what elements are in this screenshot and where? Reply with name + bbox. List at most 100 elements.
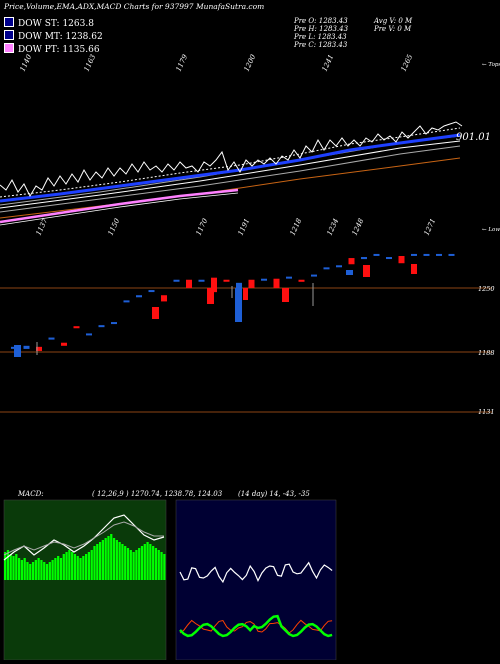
candle (311, 274, 317, 277)
candle (436, 253, 442, 256)
macd-hist-bar (101, 540, 104, 580)
macd-hist-bar (82, 556, 85, 580)
ema-white-line-1 (0, 140, 461, 209)
macd-hist-bar (76, 556, 79, 580)
top-tick-label: 1241 (321, 53, 336, 73)
ohlc-pre-high: Pre H: 1283.43 (294, 25, 349, 33)
macd-hist-bar (62, 554, 65, 580)
macd-hist-bar (146, 542, 149, 580)
candle (86, 333, 92, 336)
candle (411, 264, 417, 274)
macd-hist-bar (98, 542, 102, 580)
macd-hist-bar (126, 548, 130, 580)
macd-hist-bar (43, 562, 46, 580)
macd-hist-bar (85, 554, 88, 580)
top-tick-label: 1163 (83, 53, 98, 73)
candle (398, 256, 405, 264)
macd-hist-bar (90, 550, 93, 580)
candle (323, 267, 330, 270)
candle (14, 345, 21, 357)
candle (198, 279, 205, 282)
last-value-label: 901.01 (456, 132, 491, 143)
macd-hist-bar (51, 560, 54, 580)
macd-hist-bar (93, 546, 96, 580)
macd-params: ( 12,26,9 ) 1270.74, 1238.78, 124.03 (92, 490, 223, 498)
macd-hist-bar (163, 554, 166, 580)
macd-hist-bar (160, 552, 163, 580)
legend-dow-st: DOW ST: 1263.8 (4, 17, 94, 29)
macd-hist-bar (87, 552, 91, 580)
low-tick-label: 1271 (423, 217, 438, 237)
macd-hist-bar (129, 550, 132, 580)
macd-hist-bar (138, 548, 141, 580)
macd-hist-bar (79, 558, 82, 580)
ema-blue-line (0, 133, 461, 203)
ohlc-pre-volume: Pre V: 0 M (374, 25, 412, 33)
legend-pt-label: DOW PT: 1135.66 (18, 45, 100, 55)
low-tick-label: 1234 (326, 217, 341, 237)
candle (411, 253, 417, 256)
low-tick-label: 1150 (107, 217, 122, 237)
candle (273, 278, 280, 288)
candle (423, 253, 430, 256)
macd-hist-bar (37, 558, 40, 580)
ohlc-pre-low: Pre L: 1283.43 (294, 33, 347, 41)
candle (211, 277, 217, 293)
top-tick-label: 1179 (175, 53, 190, 73)
dow-pt-pink-line (0, 188, 239, 224)
low-tick-label: 1191 (237, 217, 252, 237)
macd-hist-bar (54, 558, 57, 580)
candle (286, 276, 292, 279)
lows-label: ← Lows (482, 227, 500, 233)
top-tick-label: 1200 (243, 53, 258, 73)
candle (235, 288, 242, 322)
legend-swatch-mt (4, 30, 14, 40)
macd-hist-bar (132, 552, 135, 580)
macd-hist-bar (124, 546, 127, 580)
ema-gray-line-1 (0, 145, 461, 213)
top-tick-label: 1265 (400, 53, 415, 73)
macd-hist-bar (65, 552, 68, 580)
ohlc-pre-open: Pre O: 1283.43 (294, 17, 348, 25)
macd-hist-bar (20, 560, 23, 580)
candle (98, 325, 105, 328)
macd-hist-bar (121, 544, 124, 580)
legend-dow-mt: DOW MT: 1238.62 (4, 30, 103, 42)
macd-hist-bar (107, 536, 110, 580)
candle (261, 278, 267, 281)
low-tick-label: 1218 (289, 217, 304, 237)
candle (298, 279, 305, 282)
ohlc-avg-volume: Avg V: 0 M (374, 17, 413, 25)
level-label: 1188 (478, 349, 495, 357)
candle (282, 288, 289, 302)
tops-label: ← Tops (482, 62, 500, 68)
macd-hist-bar (31, 562, 35, 580)
legend-dow-pt: DOW PT: 1135.66 (4, 43, 100, 55)
ema-brown-line (0, 157, 461, 219)
macd-hist-bar (140, 546, 144, 580)
macd-hist-bar (17, 558, 21, 580)
adx-panel-bg (175, 499, 337, 661)
macd-hist-bar (15, 554, 18, 580)
candle (223, 279, 230, 282)
macd-hist-bar (59, 558, 63, 580)
legend-st-label: DOW ST: 1263.8 (18, 19, 94, 29)
macd-hist-bar (34, 560, 37, 580)
macd-hist-bar (12, 556, 15, 580)
candle (161, 295, 167, 302)
macd-hist-bar (104, 538, 107, 580)
legend-swatch-pt (4, 43, 14, 53)
macd-hist-bar (68, 550, 71, 580)
macd-hist-bar (135, 550, 138, 580)
candle (386, 257, 392, 260)
macd-hist-bar (154, 548, 158, 580)
candle (123, 300, 130, 303)
adx-line (179, 561, 333, 584)
macd-hist-bar (57, 556, 60, 580)
macd-hist-bar (96, 544, 99, 580)
candle (243, 288, 248, 300)
macd-hist-bar (143, 544, 146, 580)
macd-hist-bar (152, 546, 155, 580)
